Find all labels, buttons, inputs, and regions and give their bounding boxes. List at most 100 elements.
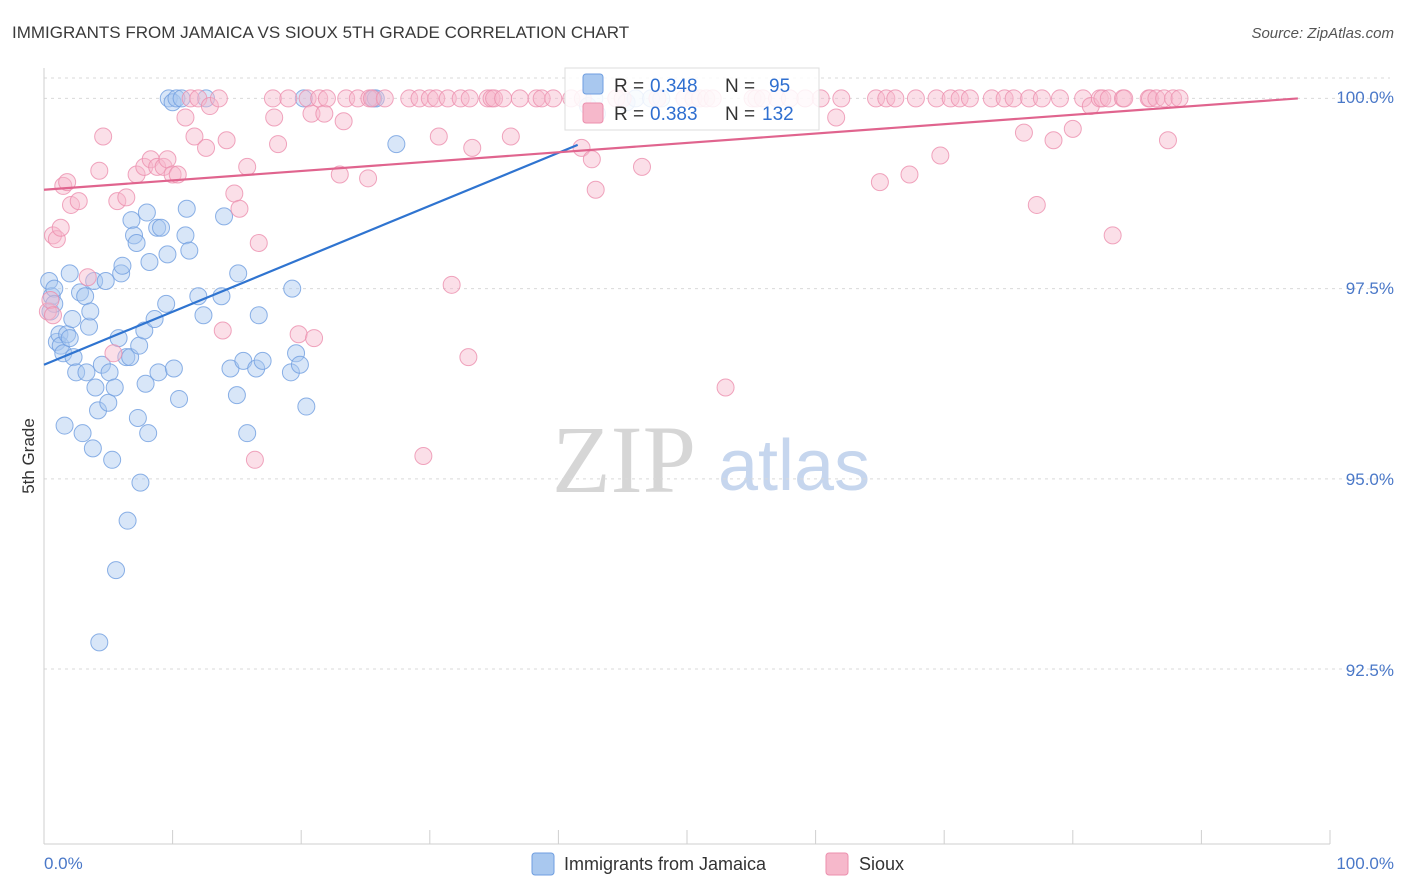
sioux-point bbox=[90, 161, 109, 180]
sioux-point bbox=[1103, 226, 1122, 245]
sioux-point bbox=[886, 89, 905, 108]
jamaica-point bbox=[366, 89, 385, 108]
series-jamaica-points bbox=[40, 89, 671, 652]
stats-n-label-sioux: N = bbox=[725, 104, 755, 125]
jamaica-point bbox=[136, 374, 155, 393]
jamaica-point bbox=[107, 561, 126, 580]
sioux-point bbox=[245, 450, 264, 469]
sioux-point bbox=[104, 344, 123, 363]
jamaica-point bbox=[100, 363, 119, 382]
jamaica-point bbox=[89, 401, 108, 420]
sioux-point bbox=[185, 127, 204, 146]
jamaica-point bbox=[118, 511, 137, 530]
sioux-point bbox=[1099, 89, 1118, 108]
sioux-point bbox=[362, 89, 381, 108]
legend-label-sioux: Sioux bbox=[859, 854, 904, 874]
jamaica-point bbox=[281, 363, 300, 382]
sioux-point bbox=[982, 89, 1001, 108]
jamaica-point bbox=[194, 306, 213, 325]
sioux-point bbox=[225, 184, 244, 203]
jamaica-point bbox=[63, 310, 82, 329]
sioux-point bbox=[334, 112, 353, 131]
jamaica-point bbox=[167, 89, 186, 108]
sioux-point bbox=[47, 230, 66, 249]
jamaica-point bbox=[215, 207, 234, 226]
jamaica-point bbox=[76, 287, 95, 306]
jamaica-point bbox=[130, 336, 149, 355]
jamaica-point bbox=[247, 359, 266, 378]
y-tick-label: 95.0% bbox=[1346, 470, 1394, 489]
sioux-point bbox=[1027, 195, 1046, 214]
sioux-point bbox=[108, 192, 127, 211]
sioux-point bbox=[158, 150, 177, 169]
stats-swatch-sioux bbox=[582, 102, 604, 124]
sioux-point bbox=[1004, 89, 1023, 108]
jamaica-point bbox=[149, 363, 168, 382]
legend-swatch-jamaica bbox=[531, 852, 555, 876]
chart-title: IMMIGRANTS FROM JAMAICA VS SIOUX 5TH GRA… bbox=[12, 23, 629, 42]
sioux-point bbox=[94, 127, 113, 146]
stats-n-jamaica: 95 bbox=[769, 76, 790, 97]
jamaica-point bbox=[290, 355, 309, 374]
jamaica-point bbox=[170, 389, 189, 408]
sioux-point bbox=[927, 89, 946, 108]
trend-lines bbox=[43, 97, 1298, 366]
trend-line-sioux bbox=[43, 97, 1298, 191]
jamaica-point bbox=[139, 424, 158, 443]
sioux-point bbox=[1115, 89, 1134, 108]
sioux-point bbox=[544, 89, 563, 108]
jamaica-point bbox=[387, 135, 406, 154]
jamaica-point bbox=[294, 89, 313, 108]
jamaica-point bbox=[80, 317, 99, 336]
sioux-point bbox=[269, 135, 288, 154]
jamaica-point bbox=[90, 633, 109, 652]
sioux-point bbox=[181, 89, 200, 108]
jamaica-point bbox=[128, 408, 147, 427]
sioux-point bbox=[1044, 131, 1063, 150]
jamaica-point bbox=[229, 264, 248, 283]
sioux-point bbox=[460, 89, 479, 108]
jamaica-point bbox=[249, 306, 268, 325]
jamaica-point bbox=[140, 253, 159, 271]
y-tick-label: 92.5% bbox=[1346, 661, 1394, 680]
jamaica-point bbox=[227, 386, 246, 405]
sioux-point bbox=[586, 180, 605, 199]
stats-r-sioux: 0.383 bbox=[650, 104, 698, 125]
legend: Immigrants from Jamaica Sioux bbox=[531, 852, 904, 876]
sioux-point bbox=[632, 157, 651, 176]
jamaica-point bbox=[60, 329, 79, 348]
sioux-point bbox=[438, 89, 457, 108]
sioux-point bbox=[960, 89, 979, 108]
jamaica-point bbox=[99, 393, 118, 412]
stats-r-label-jamaica: R = bbox=[614, 76, 644, 97]
jamaica-point bbox=[96, 272, 115, 291]
sioux-point bbox=[41, 291, 60, 310]
y-tick-labels: 100.0% 97.5% 95.0% 92.5% bbox=[1336, 88, 1394, 680]
jamaica-point bbox=[287, 344, 306, 363]
jamaica-point bbox=[283, 279, 302, 298]
sioux-point bbox=[1093, 89, 1112, 108]
sioux-point bbox=[197, 138, 216, 157]
jamaica-point bbox=[158, 245, 177, 264]
sioux-point bbox=[305, 329, 324, 348]
jamaica-point bbox=[92, 355, 111, 374]
sioux-point bbox=[135, 157, 154, 176]
jamaica-point bbox=[83, 439, 102, 458]
sioux-point bbox=[69, 192, 88, 211]
sioux-point bbox=[200, 97, 219, 116]
jamaica-point bbox=[60, 264, 79, 283]
stats-box: R = 0.348 N = 95 R = 0.383 N = 132 bbox=[564, 67, 820, 131]
jamaica-point bbox=[55, 416, 74, 435]
sioux-point bbox=[832, 89, 851, 108]
jamaica-point bbox=[122, 211, 141, 230]
sioux-point bbox=[375, 89, 394, 108]
sioux-point bbox=[302, 104, 321, 123]
sioux-point bbox=[494, 89, 513, 108]
sioux-point bbox=[330, 165, 349, 184]
stats-swatch-jamaica bbox=[582, 73, 604, 95]
jamaica-point bbox=[297, 397, 316, 416]
sioux-point bbox=[420, 89, 439, 108]
sioux-point bbox=[941, 89, 960, 108]
sioux-point bbox=[1155, 89, 1174, 108]
sioux-point bbox=[485, 89, 504, 108]
